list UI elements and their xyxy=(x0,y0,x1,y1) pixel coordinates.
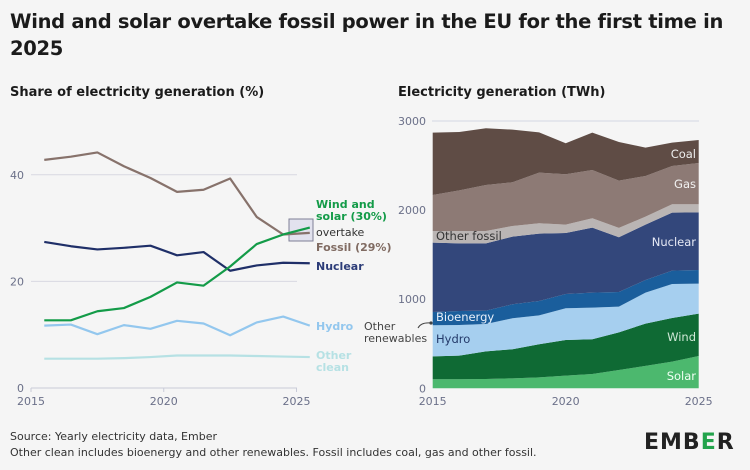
right-chart-title: Electricity generation (TWh) xyxy=(398,85,606,100)
area-coal xyxy=(432,128,699,195)
area-gas xyxy=(432,162,699,231)
label-other-renewables-line2: renewables xyxy=(364,332,427,345)
label-gas: Gas xyxy=(674,177,696,191)
x-tick-label: 2020 xyxy=(552,395,580,408)
x-tick-label: 2020 xyxy=(150,395,178,408)
area-solar xyxy=(432,355,699,389)
label-nuclear: Nuclear xyxy=(316,260,364,273)
line-fossil- xyxy=(44,151,310,236)
y-tick-label: 3000 xyxy=(398,115,426,128)
y-tick-label: 0 xyxy=(17,382,24,395)
area-bioenergy xyxy=(432,269,699,326)
arrow-head-icon xyxy=(429,321,433,325)
label-other-renewables-line1: Other xyxy=(364,320,396,333)
x-tick-label: 2025 xyxy=(283,395,311,408)
arrow-icon xyxy=(417,322,432,329)
label-other-fossil: Other fossil xyxy=(436,229,502,243)
line-nuclear xyxy=(44,240,310,272)
label-solar: Solar xyxy=(667,369,697,383)
label-bioenergy: Bioenergy xyxy=(436,310,494,324)
line-hydro xyxy=(44,315,311,337)
y-tick-label: 20 xyxy=(10,275,24,288)
left-chart-title: Share of electricity generation (%) xyxy=(10,85,265,100)
source-note: Source: Yearly electricity data, Ember xyxy=(10,430,217,443)
label-hydro: Hydro xyxy=(316,320,354,333)
y-tick-label: 0 xyxy=(419,382,426,395)
x-tick-label: 2015 xyxy=(17,395,45,408)
label-overtake: overtake xyxy=(316,226,365,239)
y-tick-label: 1000 xyxy=(398,293,426,306)
label-nuclear: Nuclear xyxy=(652,235,697,249)
label-other-clean-line1: Other xyxy=(316,349,352,362)
label-wind-solar-line2: solar (30%) xyxy=(316,210,387,223)
footnote: Other clean includes bioenergy and other… xyxy=(10,446,537,459)
label-fossil: Fossil (29%) xyxy=(316,241,391,254)
area-wind xyxy=(432,313,699,380)
ember-logo: EMBER xyxy=(644,430,735,455)
figure-title: Wind and solar overtake fossil power in … xyxy=(10,10,724,60)
x-tick-label: 2025 xyxy=(685,395,713,408)
line-other-clean xyxy=(44,354,310,360)
y-tick-label: 40 xyxy=(10,169,24,182)
label-hydro: Hydro xyxy=(436,332,470,346)
label-other-clean-line2: clean xyxy=(316,361,349,374)
label-coal: Coal xyxy=(671,147,696,161)
area-hydro xyxy=(432,283,699,357)
area-other-fossil xyxy=(432,204,699,244)
y-tick-label: 2000 xyxy=(398,204,426,217)
area-nuclear xyxy=(432,212,699,312)
x-tick-label: 2015 xyxy=(419,395,447,408)
line-wind-and-solar- xyxy=(44,226,311,322)
label-wind: Wind xyxy=(667,330,696,344)
label-wind-solar-line1: Wind and xyxy=(316,198,375,211)
